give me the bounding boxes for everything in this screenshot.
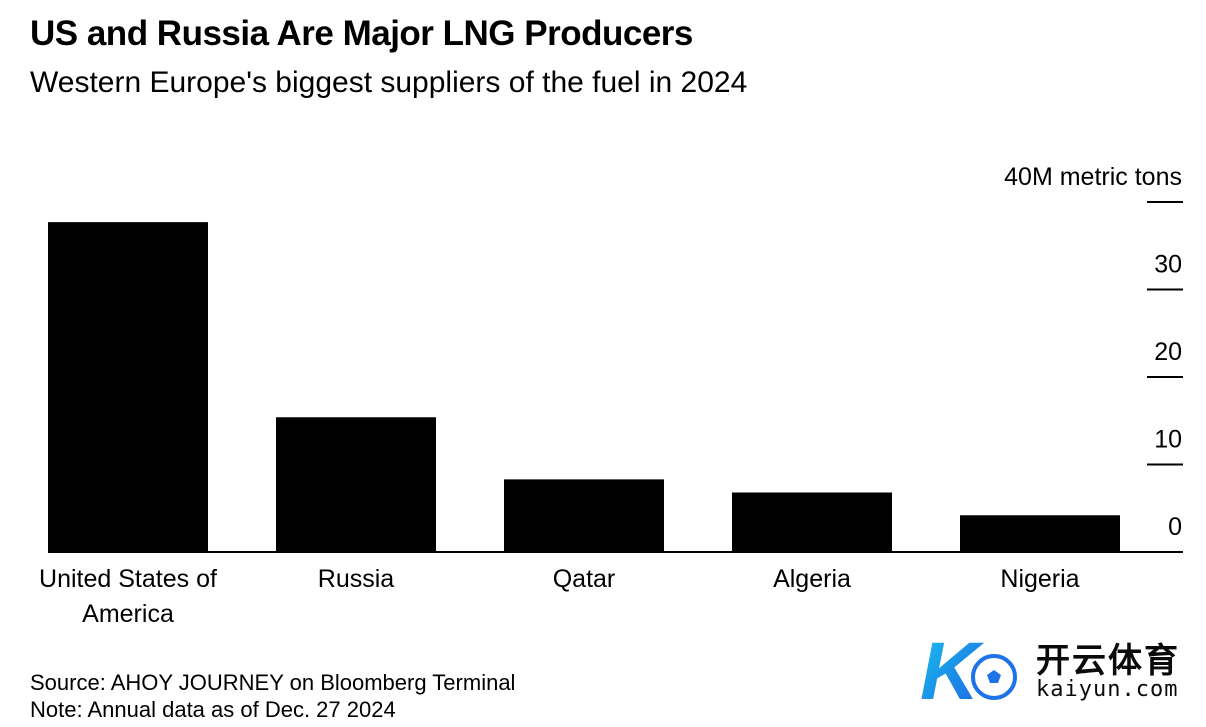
y-tick-label-2: 20 [1154, 338, 1182, 366]
bar-4 [960, 515, 1120, 552]
category-label-1: Russia [318, 565, 395, 593]
bar-3 [732, 492, 892, 552]
chart-title: US and Russia Are Major LNG Producers [30, 14, 693, 53]
y-tick-label-4: 40M metric tons [1004, 163, 1182, 191]
y-tick-label-3: 30 [1154, 251, 1182, 279]
logo-text-en: kaiyun.com [1036, 677, 1179, 702]
y-tick-label-1: 10 [1154, 426, 1182, 454]
category-label-3: Algeria [773, 565, 851, 593]
y-tick-label-0: 0 [1168, 513, 1182, 541]
source-note: Source: AHOY JOURNEY on Bloomberg Termin… [30, 670, 516, 695]
chart-subtitle: Western Europe's biggest suppliers of th… [30, 66, 748, 99]
logo-text-cn: 开云体育 [1036, 642, 1180, 680]
bar-0 [48, 222, 208, 552]
category-label-0-line-0: United States of [39, 565, 217, 593]
bar-2 [504, 479, 664, 552]
category-label-0-line-1: America [82, 600, 174, 628]
football-icon-patch [987, 670, 1001, 683]
kaiyun-logo-mark: K [920, 626, 1017, 717]
category-label-4: Nigeria [1000, 565, 1079, 593]
bar-1 [276, 417, 436, 552]
data-note: Note: Annual data as of Dec. 27 2024 [30, 697, 396, 722]
kaiyun-logo: K 开云体育 kaiyun.com [918, 626, 1198, 717]
category-label-2: Qatar [553, 565, 616, 593]
